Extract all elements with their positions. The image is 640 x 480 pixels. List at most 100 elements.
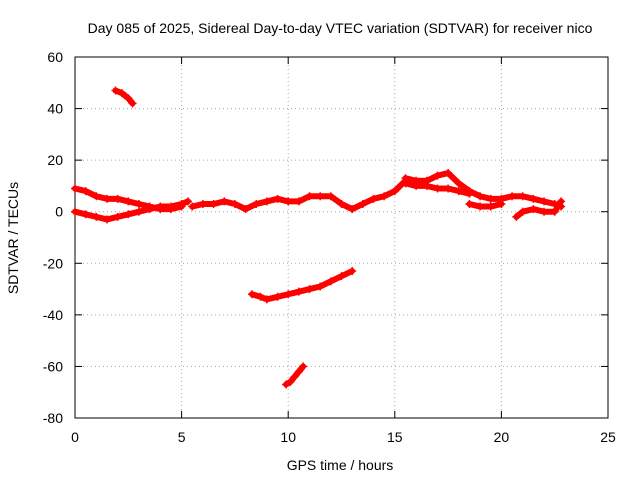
data-point [465, 189, 474, 198]
y-tick-label: 60 [47, 49, 63, 65]
data-point [282, 380, 291, 389]
data-point [71, 207, 79, 216]
data-point [81, 210, 90, 219]
series-line [513, 198, 565, 220]
data-point [529, 205, 538, 214]
data-point [183, 197, 192, 206]
x-tick-label: 5 [178, 429, 186, 445]
data-point [529, 194, 538, 203]
series-track-h [111, 86, 137, 108]
data-point [124, 94, 133, 103]
data-point [454, 187, 463, 196]
data-point [465, 199, 474, 208]
series-line [248, 268, 356, 303]
series-track-b [71, 197, 192, 224]
series-track-f [465, 199, 506, 211]
y-tick-label: -20 [43, 255, 63, 271]
series-track-g [512, 197, 566, 221]
y-tick-label: -80 [43, 410, 63, 426]
data-point [508, 192, 517, 201]
data-point [113, 212, 122, 221]
data-point [326, 277, 335, 286]
data-point [326, 192, 335, 201]
y-tick-labels: -80 -60 -40 -20 0 20 40 60 [43, 49, 63, 426]
data-point [188, 202, 197, 211]
data-point [557, 197, 566, 206]
data-point [166, 202, 175, 211]
data-point [454, 179, 463, 188]
x-tick-label: 20 [494, 429, 510, 445]
data-point [198, 199, 207, 208]
data-point [92, 192, 101, 201]
data-point [102, 215, 111, 224]
series-line [466, 200, 505, 210]
data-point [284, 290, 293, 299]
grid [75, 57, 608, 418]
data-point [286, 377, 295, 386]
data-point [102, 194, 111, 203]
x-tick-label: 15 [387, 429, 403, 445]
data-point [124, 210, 133, 219]
y-tick-label: 0 [55, 204, 63, 220]
data-point [124, 197, 133, 206]
data-point [497, 199, 506, 208]
series-track-e [401, 179, 474, 198]
data-point [433, 171, 442, 180]
data-point [390, 187, 399, 196]
data-point [134, 199, 143, 208]
data-point [486, 194, 495, 203]
data-point [294, 197, 303, 206]
data-point [92, 212, 101, 221]
data-point [145, 205, 154, 214]
data-point [230, 199, 239, 208]
data-point [518, 207, 527, 216]
data-point [540, 207, 549, 216]
series-track-d [401, 169, 566, 211]
data-point [220, 197, 229, 206]
data-point [128, 99, 137, 108]
data-point [262, 295, 271, 304]
chart-title: Day 085 of 2025, Sidereal Day-to-day VTE… [88, 20, 593, 36]
y-tick-label: 20 [47, 152, 63, 168]
data-point [486, 202, 495, 211]
data-point [316, 282, 325, 291]
data-point [348, 205, 357, 214]
axis-ticks [74, 56, 609, 419]
data-point [247, 290, 256, 299]
data-point [380, 192, 389, 201]
data-point [294, 367, 303, 376]
data-point [401, 179, 410, 188]
x-tick-labels: 0 5 10 15 20 25 [71, 429, 616, 445]
data-point [476, 192, 485, 201]
data-point [305, 192, 314, 201]
data-point [299, 362, 308, 371]
x-axis-label: GPS time / hours [287, 457, 394, 473]
data-point [209, 199, 218, 208]
data-point [256, 292, 265, 301]
plot-frame [74, 56, 609, 419]
data-point [358, 199, 367, 208]
data-point [369, 194, 378, 203]
data-point [444, 169, 453, 178]
data-point [177, 199, 186, 208]
data-point [412, 181, 421, 190]
data-point [518, 192, 527, 201]
data-point [290, 372, 299, 381]
data-series [71, 86, 566, 389]
data-point [305, 285, 314, 294]
data-point [422, 181, 431, 190]
data-point [113, 194, 122, 203]
x-tick-label: 10 [280, 429, 296, 445]
x-tick-label: 0 [71, 429, 79, 445]
data-point [111, 86, 120, 95]
data-point [550, 207, 559, 216]
data-point [262, 197, 271, 206]
data-point [476, 202, 485, 211]
series-track-c [188, 176, 410, 214]
data-point [71, 184, 79, 193]
series-track-i [247, 267, 357, 304]
y-axis-label: SDTVAR / TECUs [5, 182, 21, 294]
data-point [273, 194, 282, 203]
y-tick-label: -40 [43, 307, 63, 323]
